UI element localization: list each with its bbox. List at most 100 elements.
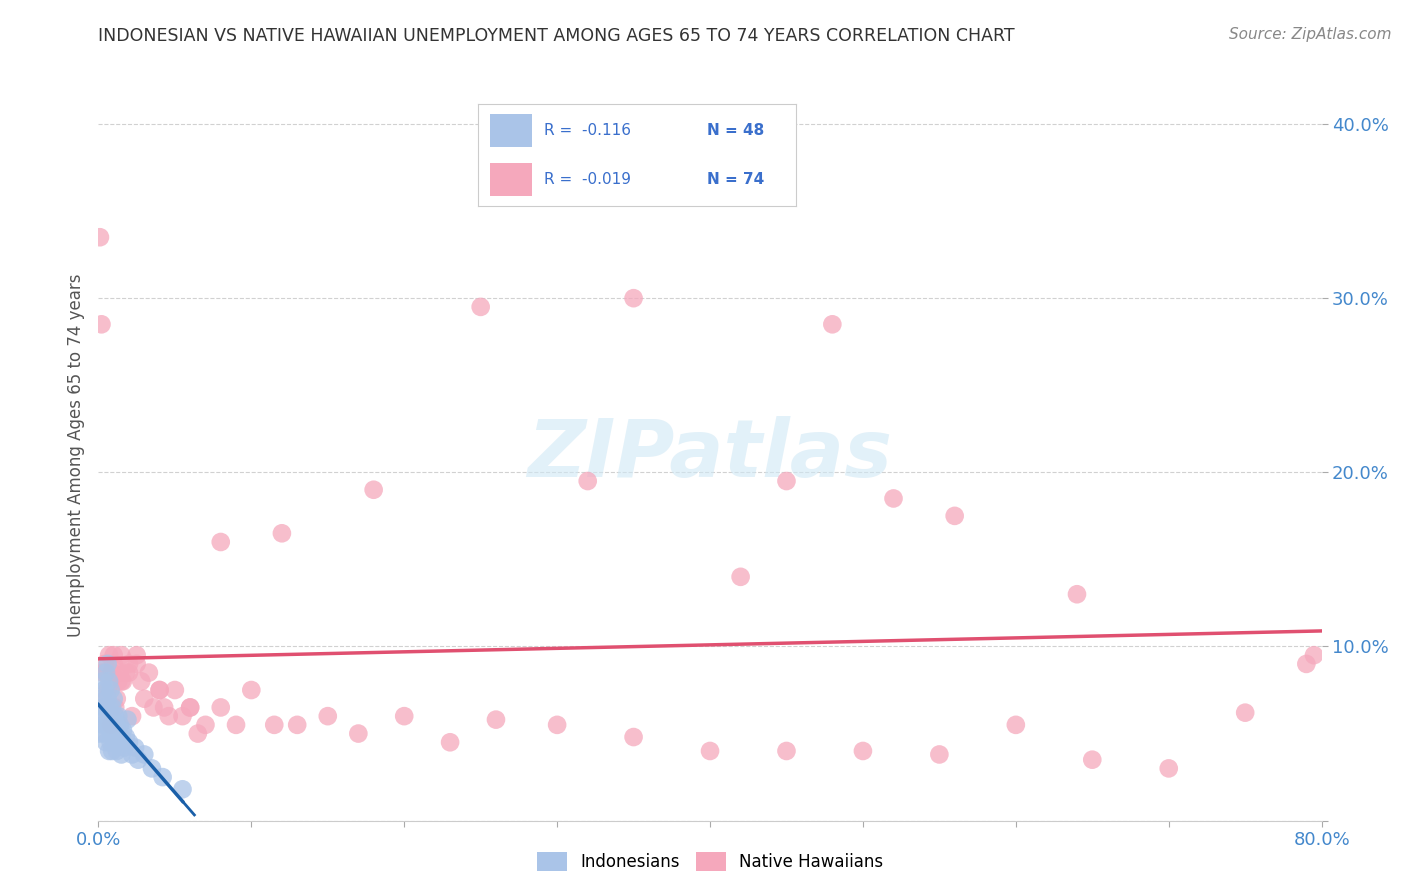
Point [108,665,131,680]
Point [98,744,121,758]
Point [104,709,127,723]
Point [111,723,134,737]
Point [179,700,201,714]
Point [209,700,232,714]
Y-axis label: Unemployment Among Ages 65 to 74 years: Unemployment Among Ages 65 to 74 years [66,273,84,637]
Point [90,709,112,723]
Point [576,474,599,488]
Point [127,753,149,767]
Point [90,318,112,332]
Point [100,683,122,698]
Point [101,700,124,714]
Point [98,674,121,689]
Point [93,683,115,698]
Point [209,535,232,549]
Point [316,709,339,723]
Point [1081,753,1104,767]
Point [124,740,146,755]
Text: INDONESIAN VS NATIVE HAWAIIAN UNEMPLOYMENT AMONG AGES 65 TO 74 YEARS CORRELATION: INDONESIAN VS NATIVE HAWAIIAN UNEMPLOYME… [98,27,1015,45]
Point [152,770,174,784]
Point [101,726,124,740]
Point [546,718,568,732]
Point [105,744,128,758]
Point [100,735,122,749]
Point [118,657,141,671]
Point [97,683,120,698]
Point [363,483,385,497]
Point [107,730,129,744]
Point [141,761,163,775]
Point [134,691,156,706]
Point [118,665,141,680]
Text: ZIPatlas: ZIPatlas [527,416,893,494]
Point [125,657,148,671]
Point [100,718,122,732]
Point [943,508,966,523]
Point [111,674,134,689]
Point [94,665,117,680]
Point [852,744,875,758]
Point [240,683,263,698]
Point [94,665,117,680]
Point [110,674,132,689]
Point [108,718,131,732]
Point [270,526,292,541]
Point [1157,761,1180,775]
Point [225,718,247,732]
Point [94,735,117,749]
Point [172,782,194,797]
Point [1066,587,1088,601]
Point [1004,718,1026,732]
Legend: Indonesians, Native Hawaiians: Indonesians, Native Hawaiians [530,846,890,878]
Point [110,648,132,663]
Text: Source: ZipAtlas.com: Source: ZipAtlas.com [1229,27,1392,42]
Point [439,735,461,749]
Point [110,730,132,744]
Point [623,730,645,744]
Point [89,726,111,740]
Point [115,665,138,680]
Point [134,747,156,762]
Point [93,709,115,723]
Point [179,700,201,714]
Point [187,726,209,740]
Point [121,709,143,723]
Point [883,491,905,506]
Point [90,691,112,706]
Point [94,700,117,714]
Point [93,726,115,740]
Point [263,718,285,732]
Point [103,691,125,706]
Point [928,747,950,762]
Point [194,718,217,732]
Point [163,683,186,698]
Point [97,718,120,732]
Point [107,674,129,689]
Point [91,700,114,714]
Point [347,726,370,740]
Point [730,570,752,584]
Point [105,718,128,732]
Point [103,657,125,671]
Point [104,700,127,714]
Point [775,744,797,758]
Point [1295,657,1317,671]
Point [138,665,160,680]
Point [107,709,129,723]
Point [775,474,797,488]
Point [115,730,138,744]
Point [125,648,148,663]
Point [104,735,127,749]
Point [98,648,121,663]
Point [89,230,111,244]
Point [97,657,120,671]
Point [699,744,721,758]
Point [485,713,508,727]
Point [392,709,416,723]
Point [91,718,114,732]
Point [117,713,139,727]
Point [98,718,121,732]
Point [470,300,492,314]
Point [623,291,645,305]
Point [91,674,114,689]
